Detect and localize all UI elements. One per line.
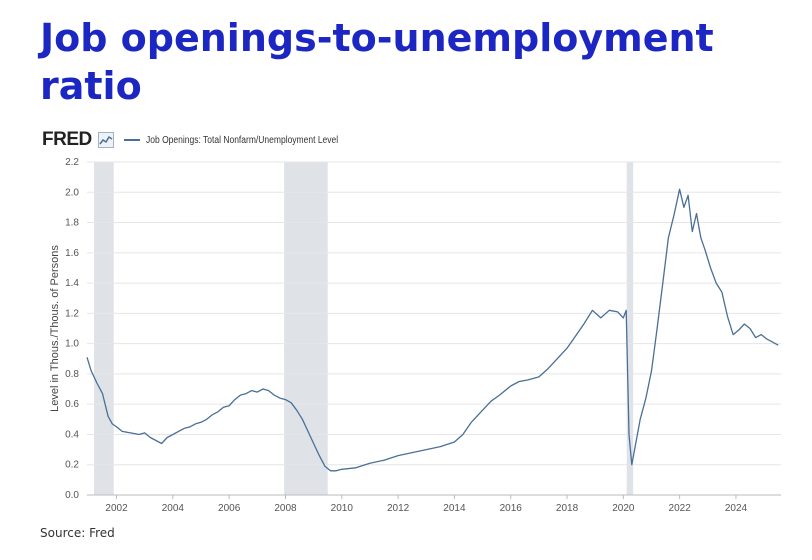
x-tick-label: 2008 (274, 503, 297, 514)
y-tick-label: 1.8 (65, 218, 79, 229)
y-tick-label: 2.2 (65, 157, 79, 168)
grid-lines (87, 161, 781, 496)
fred-header: FRED Job Openings: Total Nonfarm/Unemplo… (42, 128, 372, 152)
fred-logo: FRED (42, 129, 92, 150)
y-tick-label: 0.8 (65, 369, 79, 380)
y-tick-label: 1.4 (65, 278, 79, 289)
y-axis-label: Level in Thous./Thous. of Persons (49, 245, 61, 412)
legend-swatch (123, 139, 140, 141)
recession-band (284, 162, 328, 495)
y-tick-label: 0.4 (65, 429, 79, 440)
legend-label: Job Openings: Total Nonfarm/Unemployment… (145, 134, 338, 146)
fred-trend-icon (97, 132, 114, 148)
x-tick-label: 2014 (443, 503, 466, 514)
x-tick-label: 2022 (669, 503, 692, 514)
x-tick-label: 2016 (500, 503, 523, 514)
y-tick-label: 2.0 (65, 187, 79, 198)
series-line (86, 188, 779, 472)
y-tick-label: 1.0 (65, 339, 79, 350)
series-group (86, 188, 779, 472)
y-tick-label: 0.2 (65, 460, 79, 471)
line-chart: 0.0 0.2 0.4 0.6 0.8 1.0 1.2 1.4 1.6 1.8 2.0 2.2 200… (49, 157, 781, 514)
x-tick-label: 2024 (725, 503, 748, 514)
y-tick-label: 0.0 (65, 490, 79, 501)
x-tick-label: 2006 (218, 503, 241, 514)
source-note: Source: Fred (40, 526, 115, 540)
x-tick-label: 2004 (162, 503, 185, 514)
x-tick-label: 2002 (105, 503, 128, 514)
x-tick-labels: 2002 2004 2006 2008 2010 2012 2014 2016 2018 2020… (105, 495, 748, 514)
recession-shading (94, 162, 634, 495)
x-tick-label: 2020 (612, 503, 635, 514)
y-tick-labels: 0.0 0.2 0.4 0.6 0.8 1.0 1.2 1.4 1.6 1.8 2.0 2.2 (65, 157, 79, 501)
x-tick-label: 2012 (387, 503, 410, 514)
recession-band (94, 162, 114, 495)
x-tick-label: 2018 (556, 503, 579, 514)
recession-band (626, 162, 634, 495)
y-tick-label: 0.6 (65, 399, 79, 410)
x-tick-label: 2010 (331, 503, 354, 514)
page-title: Job openings-to-unemployment ratio (40, 16, 714, 108)
y-tick-label: 1.6 (65, 248, 79, 259)
y-tick-label: 1.2 (65, 308, 79, 319)
